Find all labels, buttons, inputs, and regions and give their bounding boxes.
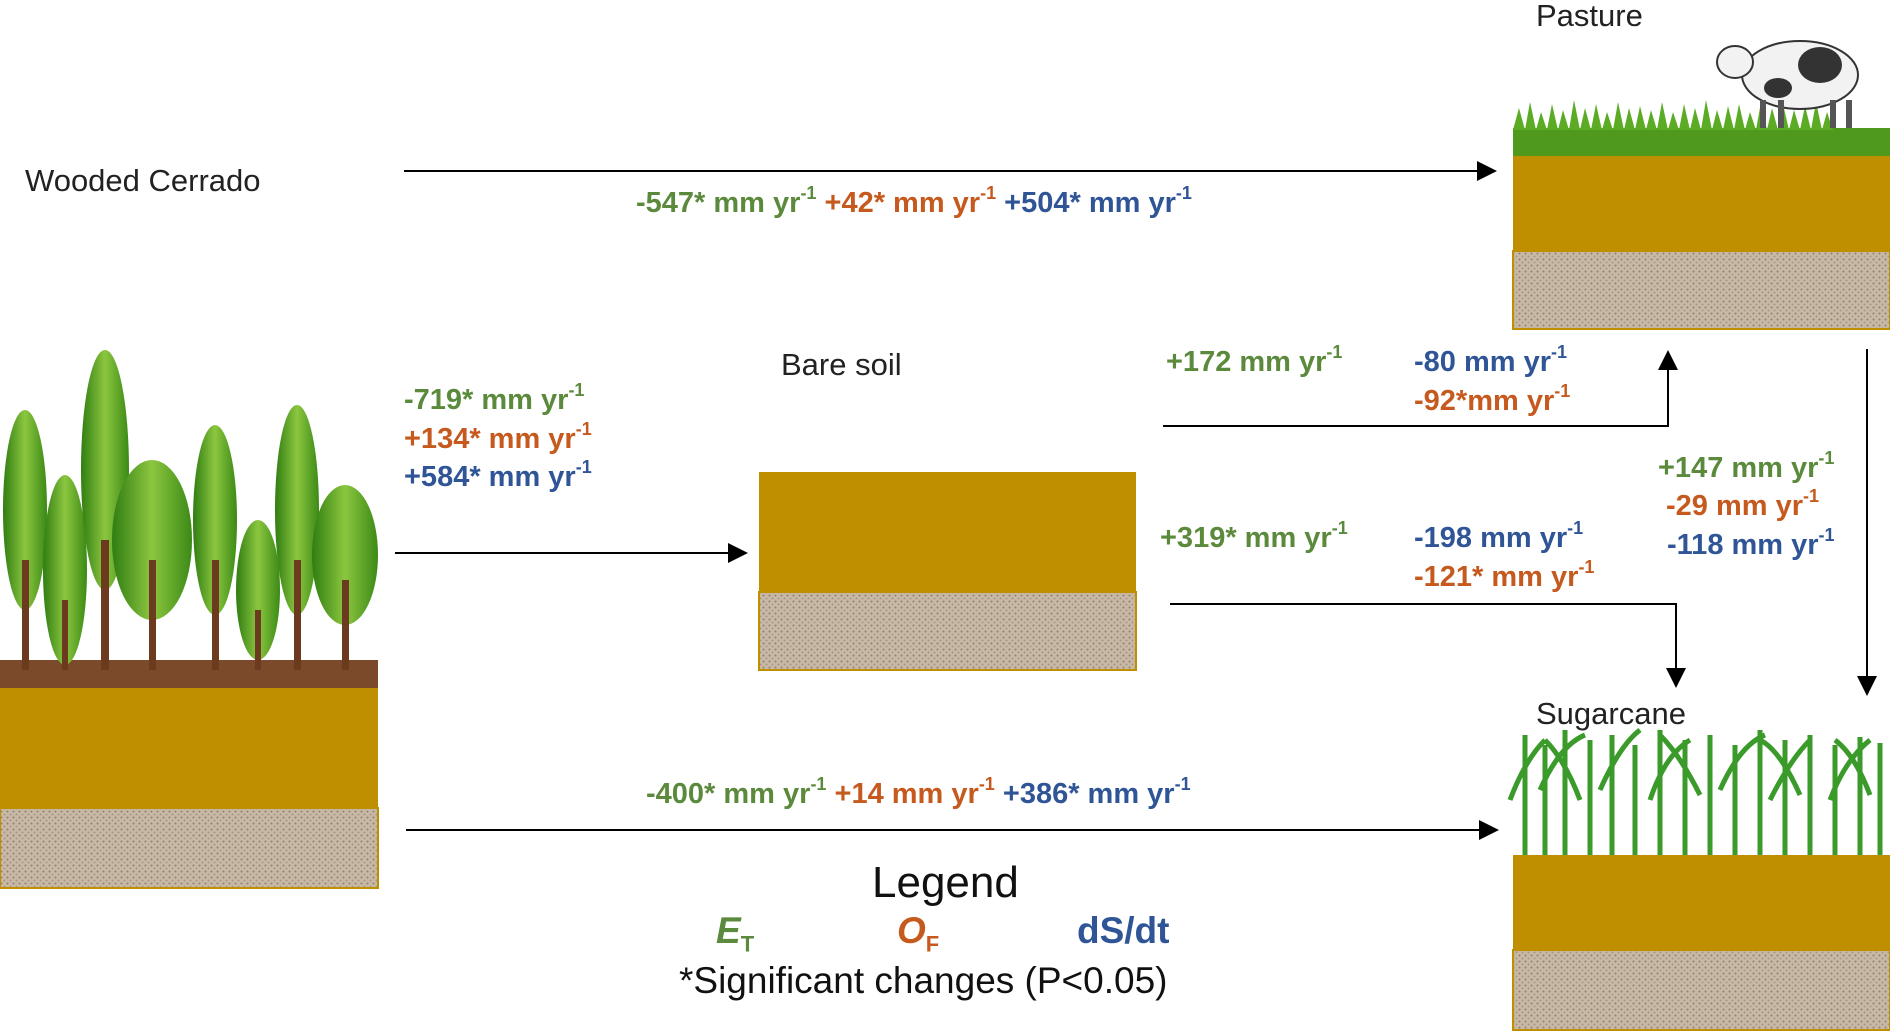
flux-of-bare-sugarcane: -121* mm yr-1 (1414, 557, 1595, 593)
arrow-bare-to-sugarcane (1170, 603, 1686, 688)
flux-et: -547* mm yr-1 (636, 183, 817, 219)
label-sugarcane: Sugarcane (1536, 696, 1686, 731)
flux-ds-cerrado-bare: +584* mm yr-1 (404, 457, 592, 493)
flux-ds-pasture-sugarcane: -118 mm yr-1 (1667, 525, 1835, 561)
pasture-subsoil (1512, 250, 1890, 330)
cerrado-subsoil (0, 807, 379, 889)
flux-row-cerrado-sugarcane: -400* mm yr-1 +14 mm yr-1 +386* mm yr-1 (646, 774, 1191, 811)
bare-soil-block (758, 472, 1137, 671)
flux-of-bare-pasture: -92*mm yr-1 (1414, 381, 1571, 417)
flux-et-pasture-sugarcane: +147 mm yr-1 (1658, 448, 1835, 484)
legend-significance-note: *Significant changes (P<0.05) (679, 960, 1168, 1001)
legend-et: ET (716, 910, 755, 957)
pasture-block (1512, 40, 1890, 330)
flux-et-bare-sugarcane: +319* mm yr-1 (1160, 518, 1348, 554)
bare-subsoil (758, 591, 1137, 671)
flux-et-cerrado-bare: -719* mm yr-1 (404, 380, 585, 416)
sugarcane-block (1507, 728, 1890, 1031)
label-wooded-cerrado: Wooded Cerrado (25, 163, 261, 198)
flux-of-cerrado-bare: +134* mm yr-1 (404, 419, 592, 455)
legend-title: Legend (872, 858, 1019, 907)
flux-of-pasture-sugarcane: -29 mm yr-1 (1666, 486, 1820, 522)
flux-ds-bare-sugarcane: -198 mm yr-1 (1414, 518, 1584, 554)
flux-row-cerrado-pasture: -547* mm yr-1 +42* mm yr-1 +504* mm yr-1 (636, 183, 1192, 220)
arrows (395, 161, 1877, 840)
arrow-bare-to-pasture (1163, 350, 1678, 427)
cerrado-topsoil (0, 688, 378, 808)
legend-of: OF (897, 910, 940, 957)
flux-of: +14 mm yr-1 (834, 774, 995, 810)
cerrado-trees (0, 350, 378, 690)
label-bare-soil: Bare soil (781, 347, 902, 382)
cow-icon (1716, 40, 1859, 128)
sugarcane-plants (1507, 728, 1883, 855)
pasture-grass (1513, 100, 1890, 156)
pasture-topsoil (1513, 156, 1890, 251)
bare-topsoil (759, 472, 1136, 592)
label-pasture: Pasture (1536, 0, 1643, 33)
flux-ds: +504* mm yr-1 (1004, 183, 1192, 219)
flux-ds-bare-pasture: -80 mm yr-1 (1414, 342, 1568, 378)
flux-et: -400* mm yr-1 (646, 774, 827, 810)
flux-ds: +386* mm yr-1 (1002, 774, 1191, 810)
sugarcane-subsoil (1512, 949, 1890, 1031)
flux-of: +42* mm yr-1 (824, 183, 997, 219)
sugarcane-topsoil (1513, 855, 1890, 950)
cerrado-block (0, 350, 379, 889)
legend-ds: dS/dt (1077, 910, 1170, 951)
flux-et-bare-pasture: +172 mm yr-1 (1166, 342, 1343, 378)
